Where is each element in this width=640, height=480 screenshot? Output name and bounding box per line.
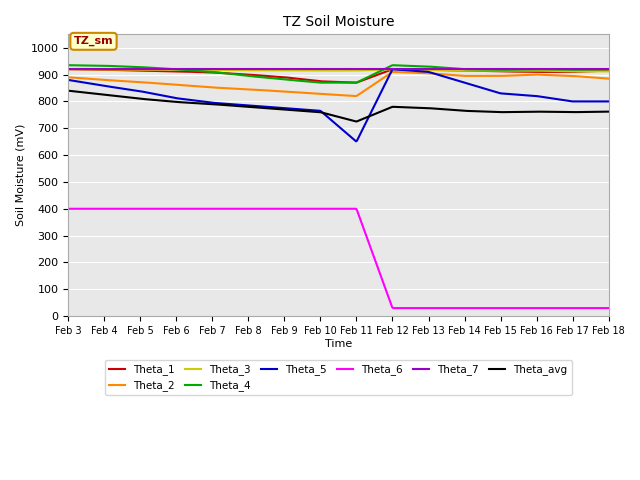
Text: TZ_sm: TZ_sm [74,36,113,47]
Y-axis label: Soil Moisture (mV): Soil Moisture (mV) [15,124,25,227]
X-axis label: Time: Time [325,338,352,348]
Legend: Theta_1, Theta_2, Theta_3, Theta_4, Theta_5, Theta_6, Theta_7, Theta_avg: Theta_1, Theta_2, Theta_3, Theta_4, Thet… [105,360,572,396]
Title: TZ Soil Moisture: TZ Soil Moisture [283,15,394,29]
